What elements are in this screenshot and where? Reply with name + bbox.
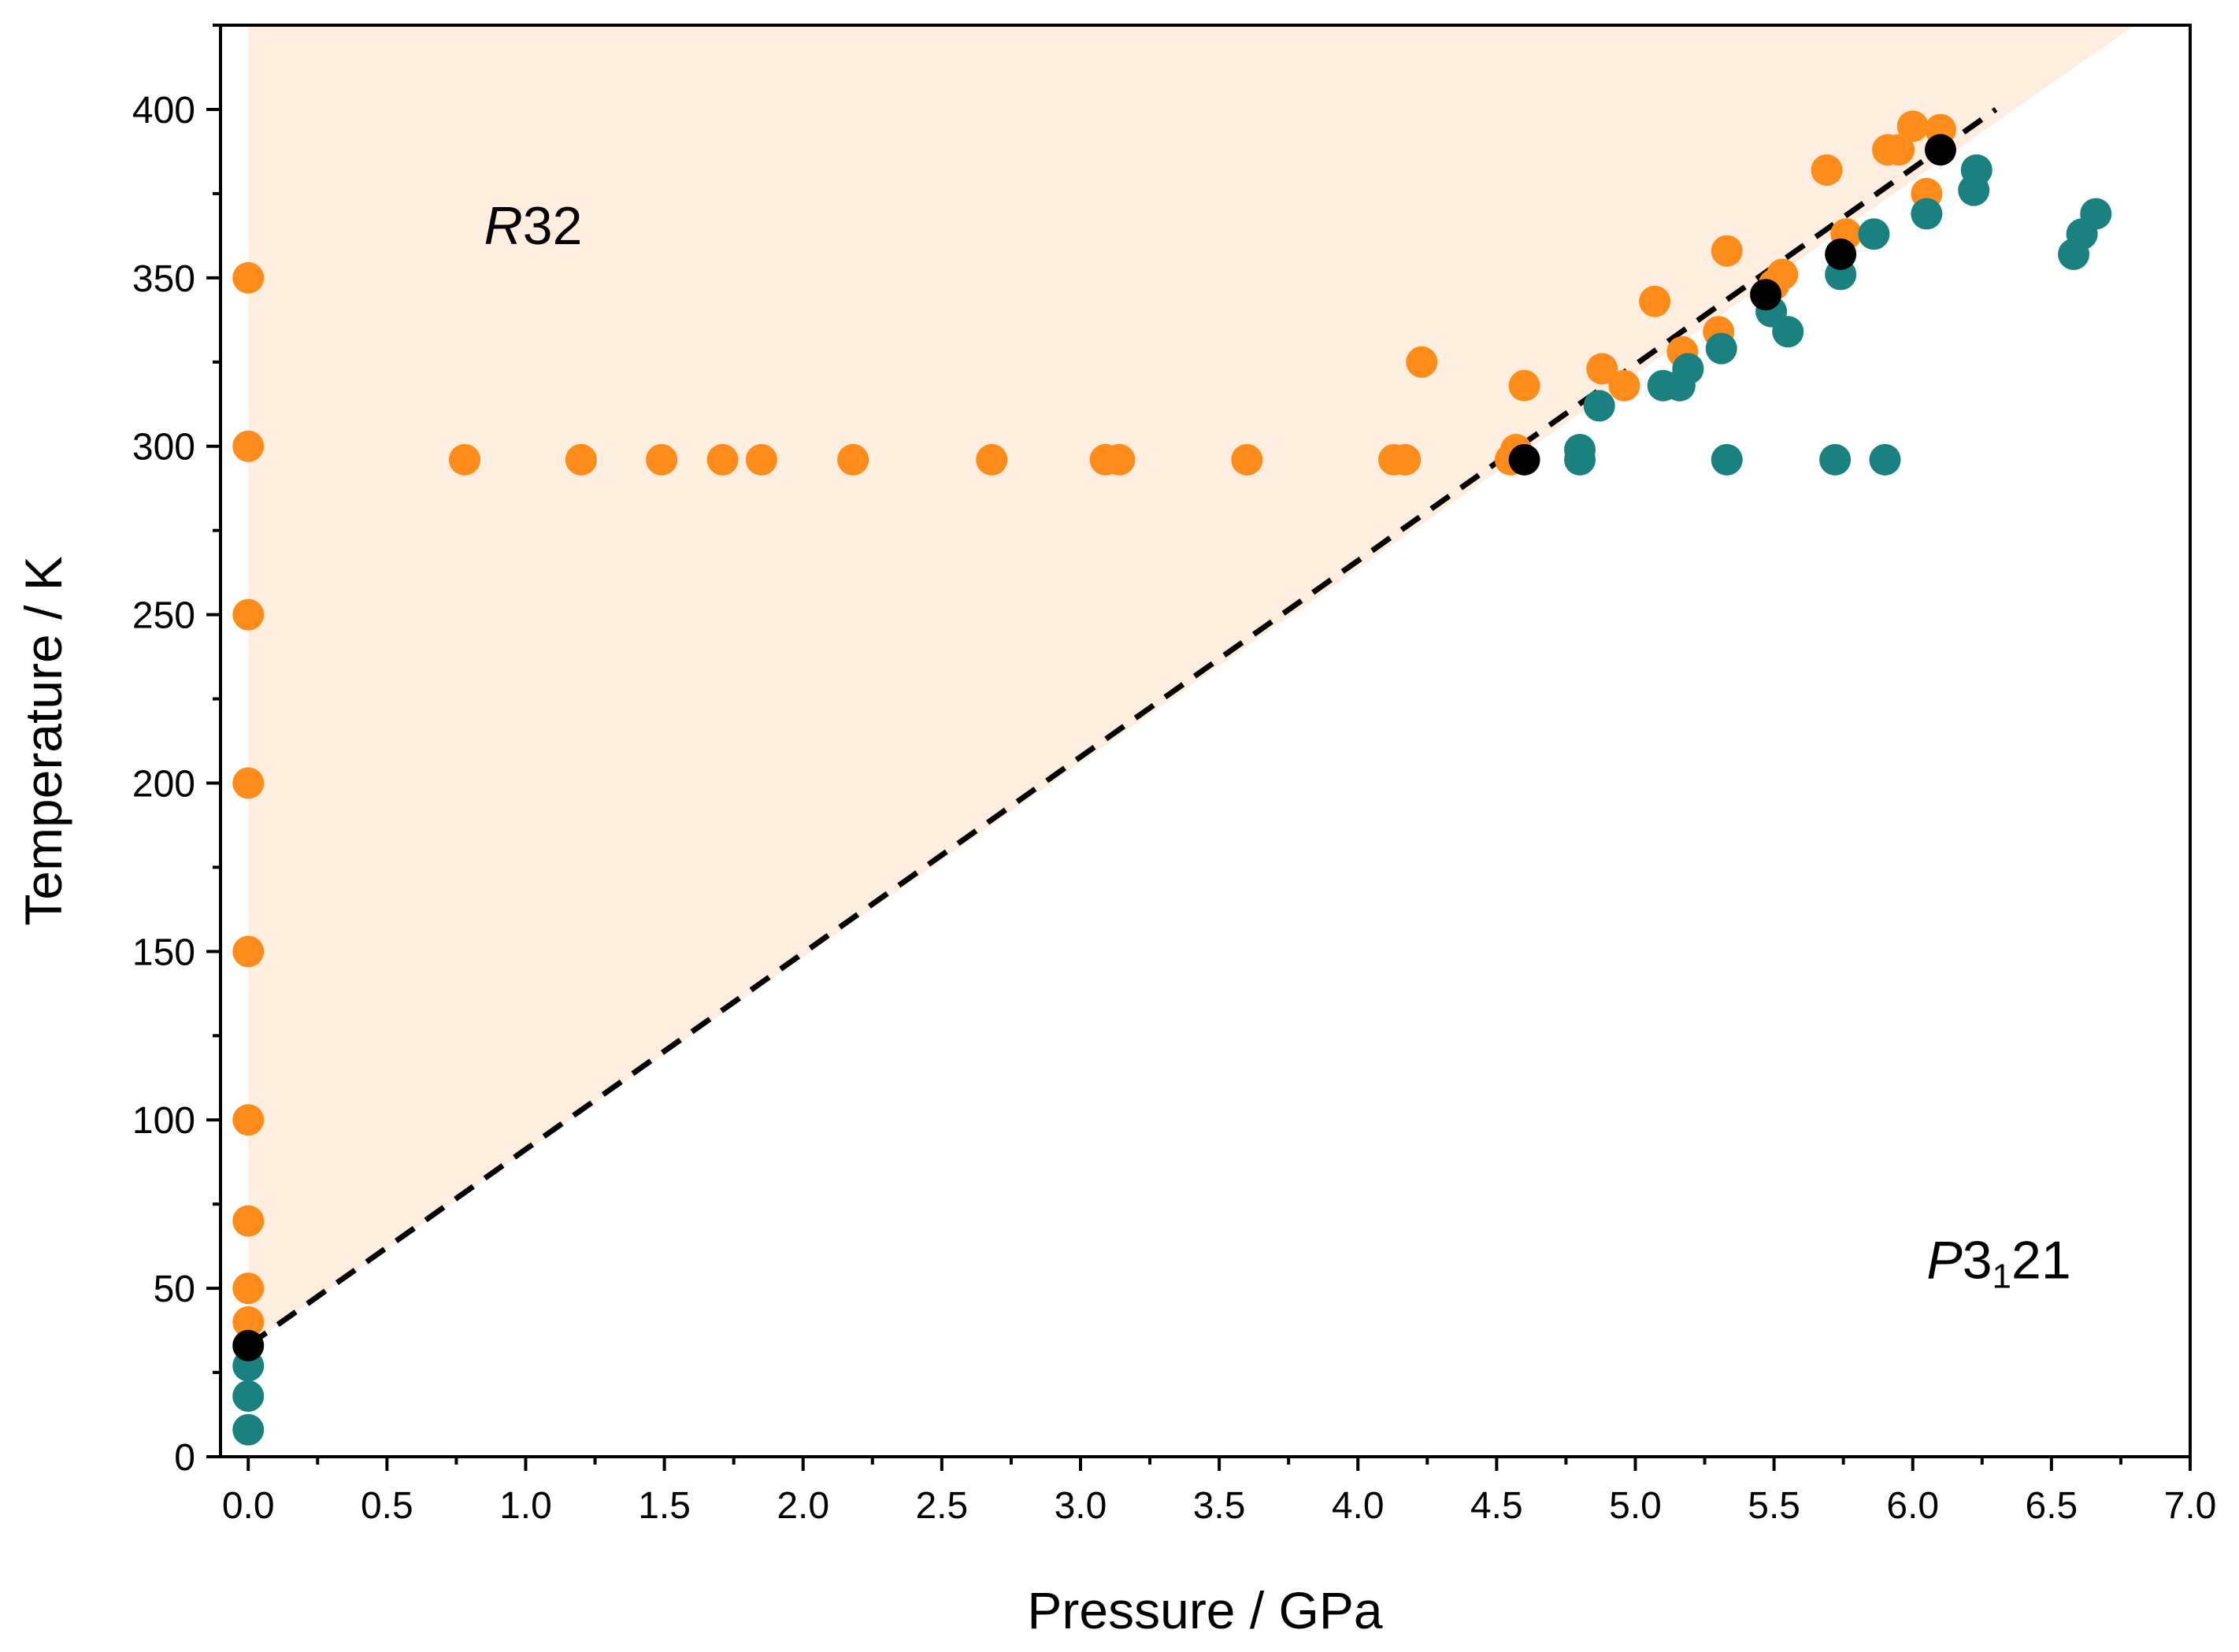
x-tick-label: 5.0: [1609, 1485, 1662, 1527]
data-point: [1858, 218, 1890, 250]
data-point: [1911, 198, 1943, 230]
plot-frame: [219, 24, 2192, 1458]
data-point: [837, 443, 869, 476]
data-point: [232, 430, 265, 462]
y-axis-title: Temperature / K: [14, 556, 72, 926]
x-tick-label: 6.0: [1886, 1485, 1939, 1527]
data-point: [1750, 279, 1782, 311]
data-point: [1811, 154, 1843, 186]
data-point: [1231, 443, 1263, 476]
y-tick-label: 350: [132, 258, 195, 300]
data-point: [1103, 443, 1136, 476]
data-point: [448, 443, 480, 476]
data-point: [1639, 285, 1671, 317]
x-tick-label: 6.5: [2026, 1485, 2078, 1527]
region-label-r32-text: 32: [523, 196, 583, 256]
x-tick-label: 2.5: [915, 1485, 968, 1527]
region-label-p3121-italic: P: [1926, 1230, 1962, 1290]
data-point: [1389, 443, 1422, 476]
x-tick-label: 1.0: [499, 1485, 552, 1527]
x-tick-label: 3.0: [1055, 1485, 1107, 1527]
y-tick-label: 100: [132, 1100, 195, 1142]
data-point: [232, 1380, 265, 1413]
data-point: [232, 1306, 265, 1338]
y-tick-label: 250: [132, 595, 195, 637]
data-point: [1508, 443, 1540, 476]
data-point: [1819, 443, 1852, 476]
data-point: [1583, 390, 1615, 422]
y-tick-label: 300: [132, 427, 195, 469]
y-tick-label: 50: [154, 1269, 195, 1310]
data-point: [1564, 433, 1596, 465]
region-label-p3121: P3121: [1926, 1230, 2070, 1295]
x-tick-label: 4.0: [1332, 1485, 1385, 1527]
data-point: [1869, 443, 1901, 476]
data-point: [1896, 110, 1929, 143]
data-point: [1825, 238, 1857, 270]
data-point: [1711, 443, 1743, 476]
series-transition-points: [232, 134, 1956, 1361]
data-point: [232, 1104, 265, 1136]
data-points: [232, 110, 2112, 1446]
y-axis-ticks: 0 50 100 150 200 250 300 350 400: [132, 24, 221, 1479]
data-point: [1883, 134, 1915, 166]
data-point: [232, 767, 265, 799]
x-tick-label: 3.5: [1193, 1485, 1246, 1527]
x-axis-ticks: 0.0 0.5 1.0 1.5 2.0 2.5 3.0 3.5 4.0 4.5 5.0 5.5 6.0 6…: [222, 1457, 2217, 1527]
data-point: [1711, 235, 1743, 267]
data-point: [1608, 369, 1640, 402]
data-point: [1672, 353, 1704, 385]
region-label-r32-italic: R: [484, 196, 523, 256]
x-tick-label: 4.5: [1470, 1485, 1523, 1527]
data-point: [1960, 154, 1992, 186]
data-point: [2080, 198, 2112, 230]
y-tick-label: 400: [132, 90, 195, 131]
y-tick-label: 0: [174, 1437, 195, 1479]
data-point: [976, 443, 1008, 476]
data-point: [232, 598, 265, 631]
data-point: [232, 1272, 265, 1305]
data-point: [1586, 353, 1618, 385]
x-axis-title: Pressure / GPa: [1027, 1581, 1382, 1639]
x-tick-label: 5.5: [1748, 1485, 1800, 1527]
y-tick-label: 200: [132, 763, 195, 805]
x-tick-label: 0.5: [361, 1485, 413, 1527]
data-point: [232, 935, 265, 968]
y-tick-label: 150: [132, 932, 195, 973]
x-tick-label: 7.0: [2164, 1485, 2217, 1527]
data-point: [1508, 369, 1540, 402]
region-label-p3121-sub: 1: [1992, 1257, 2011, 1295]
x-tick-label: 1.5: [638, 1485, 691, 1527]
data-point: [232, 1413, 265, 1446]
r32-shaded-region: [248, 25, 2135, 1346]
data-point: [646, 443, 678, 476]
phase-boundary-line: [247, 107, 1998, 1348]
region-label-r32: R32: [484, 196, 583, 256]
data-point: [232, 261, 265, 294]
data-point: [232, 1329, 265, 1361]
data-point: [706, 443, 739, 476]
data-point: [1406, 346, 1438, 378]
region-label-p3121-text: 3: [1963, 1230, 1992, 1290]
data-point: [745, 443, 777, 476]
data-point: [1705, 332, 1737, 365]
x-tick-label: 2.0: [777, 1485, 829, 1527]
data-point: [1772, 316, 1804, 348]
region-label-p3121-tail: 21: [2011, 1230, 2071, 1290]
data-point: [1924, 134, 1956, 166]
data-point: [565, 443, 597, 476]
data-point: [232, 1205, 265, 1237]
x-tick-label: 0.0: [222, 1485, 275, 1527]
